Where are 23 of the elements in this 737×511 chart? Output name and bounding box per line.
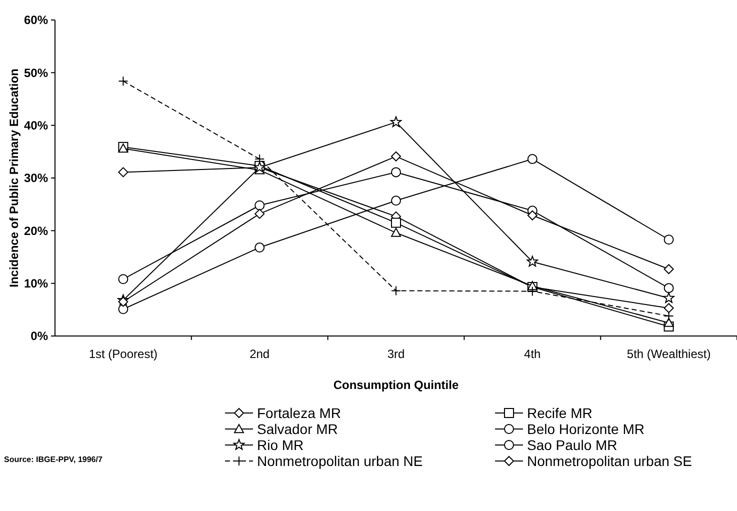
x-tick-label: 1st (Poorest) bbox=[88, 347, 158, 361]
legend-label: Fortaleza MR bbox=[257, 404, 342, 421]
y-tick-label: 40% bbox=[24, 118, 48, 133]
legend-label: Rio MR bbox=[257, 436, 304, 453]
x-axis-title: Consumption Quintile bbox=[333, 378, 459, 392]
x-tick-label: 2nd bbox=[250, 347, 270, 361]
legend-label: Recife MR bbox=[527, 404, 592, 421]
y-tick-label: 60% bbox=[24, 13, 48, 28]
legend-label: Salvador MR bbox=[257, 420, 338, 437]
legend-label: Nonmetropolitan urban SE bbox=[527, 452, 692, 469]
y-axis-title: Incidence of Public Primary Education bbox=[7, 68, 21, 288]
legend-label: Sao Paulo MR bbox=[527, 436, 618, 453]
x-tick-label: 3rd bbox=[387, 347, 405, 361]
x-tick-label: 5th (Wealthiest) bbox=[626, 347, 711, 361]
legend-label: Nonmetropolitan urban NE bbox=[257, 452, 423, 469]
source-note: Source: IBGE-PPV, 1996/7 bbox=[4, 455, 103, 464]
legend-label: Belo Horizonte MR bbox=[527, 420, 644, 437]
x-tick-label: 4th bbox=[524, 347, 541, 361]
y-tick-label: 50% bbox=[24, 66, 48, 80]
y-tick-label: 30% bbox=[24, 171, 48, 186]
y-tick-label: 20% bbox=[24, 224, 48, 238]
y-tick-label: 0% bbox=[30, 329, 48, 344]
y-tick-label: 10% bbox=[24, 276, 48, 291]
